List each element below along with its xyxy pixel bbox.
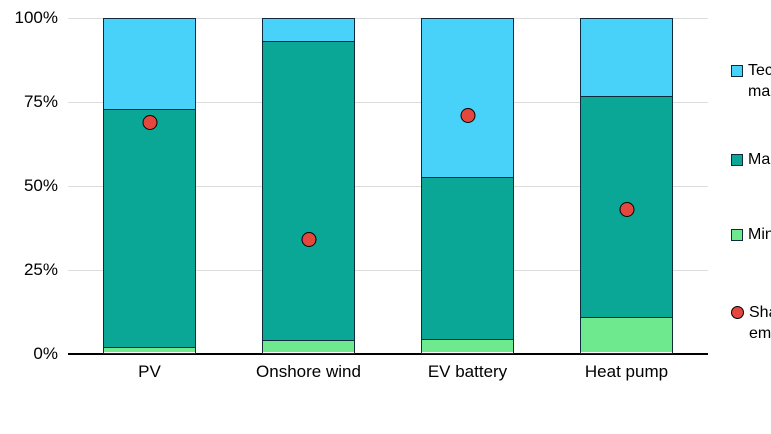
legend-label-line: Tec	[748, 62, 771, 79]
y-tick-label: 50%	[23, 176, 58, 195]
bar-segment-ma	[422, 177, 513, 339]
legend-item-label: Sha em	[749, 302, 771, 344]
legend-label-line: Ma	[748, 151, 771, 168]
bar-segment-tec-ma	[104, 19, 195, 109]
legend-item: Sha em	[731, 302, 771, 344]
bar-heat-pump	[580, 18, 673, 354]
data-point-dot	[301, 232, 316, 248]
legend-item-label: Tec ma	[748, 60, 771, 102]
bar-pv	[103, 18, 196, 354]
x-category-label: PV	[138, 362, 161, 381]
data-point-dot	[619, 202, 634, 218]
bar-segment-min	[581, 317, 672, 352]
legend-dot-icon	[731, 306, 744, 319]
legend-item-label: Min	[748, 224, 771, 245]
data-point-dot	[460, 107, 475, 123]
y-tick-label: 0%	[33, 344, 58, 363]
bar-segment-tec-ma	[422, 19, 513, 178]
legend-item: Ma	[731, 149, 770, 170]
legend-item: Min	[731, 224, 771, 245]
legend-item: Tec ma	[731, 60, 771, 102]
gridline	[68, 270, 708, 271]
bar-segment-tec-ma	[581, 19, 672, 96]
data-point-dot	[142, 114, 157, 130]
legend-swatch-icon	[731, 229, 743, 241]
legend-label-line: em	[749, 325, 771, 342]
legend-swatch-icon	[731, 65, 743, 77]
x-category-label: Onshore wind	[256, 362, 361, 381]
y-tick-label: 75%	[23, 92, 58, 111]
gridline	[68, 18, 708, 19]
legend-swatch-icon	[731, 154, 743, 166]
gridline	[68, 186, 708, 187]
bar-segment-min	[263, 340, 354, 352]
bar-segment-ma	[263, 40, 354, 341]
x-axis-line	[68, 353, 708, 355]
bar-segment-min	[104, 347, 195, 352]
legend-label-line: Min	[748, 226, 771, 243]
legend-label-line: Sha	[749, 304, 771, 321]
bar-segment-ma	[104, 108, 195, 347]
x-category-label: Heat pump	[584, 362, 669, 381]
plot-area	[68, 18, 708, 355]
y-tick-label: 25%	[23, 260, 58, 279]
bar-segment-tec-ma	[263, 19, 354, 41]
y-tick-label: 100%	[14, 8, 58, 27]
legend-item-label: Ma	[748, 149, 770, 170]
bar-segment-min	[422, 338, 513, 352]
legend-label-line: ma	[748, 83, 771, 100]
bar-ev-battery	[421, 18, 514, 354]
x-category-label: EV battery	[427, 362, 508, 381]
gridline	[68, 102, 708, 103]
bar-onshore-wind	[262, 18, 355, 354]
